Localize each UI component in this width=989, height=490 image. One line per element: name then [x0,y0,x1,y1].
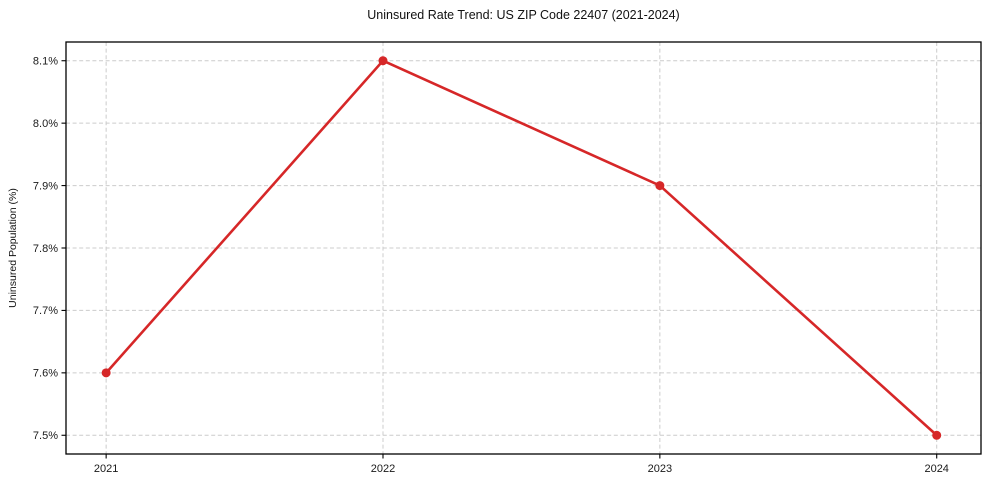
data-point-2023 [655,181,665,191]
x-tick-label: 2022 [371,463,395,475]
trend-line [104,59,939,437]
plot-border [65,41,982,455]
data-point-2022 [378,56,388,66]
data-point-2021 [101,368,111,378]
y-tick-label: 7.5% [33,430,58,442]
x-tick-label: 2021 [94,463,118,475]
y-tick-label: 7.8% [33,243,58,255]
data-point-2024 [932,430,942,440]
y-axis-label: Uninsured Population (%) [7,188,19,308]
x-tick-label: 2024 [924,463,948,475]
y-tick-label: 8.0% [33,118,58,130]
y-tick-label: 7.7% [33,305,58,317]
chart-title: Uninsured Rate Trend: US ZIP Code 22407 … [367,8,680,22]
y-tick-label: 8.1% [33,56,58,68]
y-tick-label: 7.9% [33,180,58,192]
y-tick-label: 7.6% [33,368,58,380]
x-tick-label: 2023 [648,463,672,475]
